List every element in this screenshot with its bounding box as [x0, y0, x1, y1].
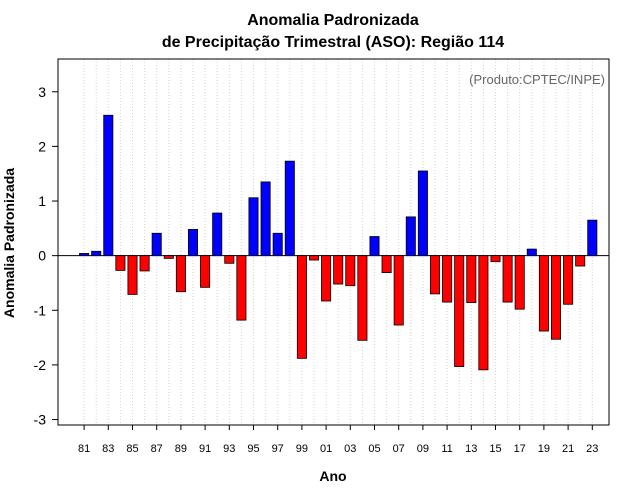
bar-98	[284, 160, 295, 257]
x-tick-label: 11	[441, 443, 452, 455]
x-tick-label: 01	[320, 443, 332, 455]
y-tick-label: -3	[34, 412, 47, 428]
bar-04	[357, 255, 368, 341]
bar-91	[200, 255, 211, 288]
x-tick-label: 09	[417, 443, 429, 455]
x-tick-label: 85	[126, 443, 138, 455]
source-note: (Produto:CPTEC/INPE)	[469, 72, 605, 87]
x-tick-label: 23	[586, 443, 598, 455]
y-tick-label: -1	[34, 302, 47, 318]
y-tick-label: -2	[34, 357, 47, 373]
bar-96	[260, 181, 271, 257]
y-tick-label: 3	[38, 84, 46, 100]
bar-97	[272, 232, 283, 257]
bar-21	[563, 255, 574, 305]
bar-85	[127, 255, 138, 295]
bar-08	[405, 216, 416, 257]
bar-95	[248, 197, 259, 257]
x-tick-label: 99	[296, 443, 308, 455]
bar-19	[538, 255, 549, 332]
chart-title: Anomalia Padronizada	[247, 12, 419, 29]
bar-99	[296, 255, 307, 359]
bar-23	[587, 219, 598, 257]
y-tick-label: 2	[38, 138, 46, 154]
x-tick-label: 83	[102, 443, 114, 455]
bar-87	[151, 232, 162, 257]
bar-13	[466, 255, 477, 304]
x-tick-label: 17	[514, 443, 526, 455]
bar-92	[212, 212, 223, 257]
bar-81	[79, 253, 90, 257]
y-axis-label: Anomalia Padronizada	[1, 168, 17, 318]
x-tick-label: 91	[199, 443, 211, 455]
bar-93	[224, 255, 235, 264]
bar-02	[333, 255, 344, 285]
plot-frame	[57, 58, 610, 426]
x-tick-label: 19	[538, 443, 550, 455]
x-tick-label: 13	[465, 443, 477, 455]
x-tick-label: 21	[562, 443, 574, 455]
x-tick-label: 07	[393, 443, 405, 455]
bar-10	[429, 255, 440, 295]
y-axis: -3 -2 -1 0 1 2 3	[34, 84, 58, 428]
bar-89	[175, 255, 186, 293]
bar-03	[345, 255, 356, 287]
bar-83	[103, 114, 114, 257]
bar-88	[163, 255, 174, 259]
bar-84	[115, 255, 126, 271]
x-tick-label: 05	[368, 443, 380, 455]
bar-15	[490, 255, 501, 263]
x-axis: 81 83 85 87 89 91 93 95 97 99 01 03 05 07 09 11 13 15 17 19…	[78, 425, 598, 455]
bar-06	[381, 255, 392, 273]
x-tick-label: 87	[151, 443, 163, 455]
x-tick-label: 93	[223, 443, 235, 455]
chart-subtitle: de Precipitação Trimestral (ASO): Região…	[162, 34, 504, 51]
x-tick-label: 97	[272, 443, 284, 455]
bar-20	[551, 255, 562, 340]
x-tick-label: 15	[489, 443, 501, 455]
bar-12	[454, 255, 465, 367]
bar-07	[393, 255, 404, 326]
bar-17	[514, 255, 525, 310]
bar-05	[369, 236, 380, 257]
x-tick-label: 81	[78, 443, 90, 455]
bar-86	[139, 255, 150, 272]
bar-94	[236, 255, 247, 321]
bar-90	[187, 229, 198, 257]
bars	[79, 114, 598, 371]
bar-00	[308, 255, 319, 261]
x-axis-label: Ano	[319, 468, 346, 484]
x-tick-label: 03	[344, 443, 356, 455]
x-tick-label: 95	[247, 443, 259, 455]
bar-11	[442, 255, 453, 303]
y-tick-label: 1	[38, 193, 46, 209]
y-tick-label: 0	[38, 248, 46, 264]
bar-01	[321, 255, 332, 302]
x-tick-label: 89	[175, 443, 187, 455]
bar-18	[526, 248, 537, 257]
bar-09	[417, 170, 428, 257]
bar-22	[575, 255, 586, 267]
bar-16	[502, 255, 513, 303]
bar-14	[478, 255, 489, 371]
bar-82	[91, 250, 102, 257]
